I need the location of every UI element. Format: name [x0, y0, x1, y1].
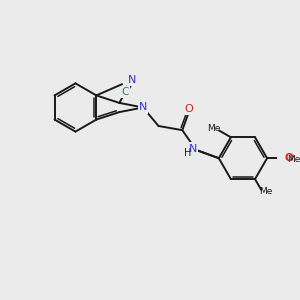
Text: Me: Me	[207, 124, 221, 133]
Text: Me: Me	[287, 155, 300, 164]
Text: N: N	[189, 144, 197, 154]
Text: C: C	[122, 87, 129, 97]
Text: H: H	[184, 148, 191, 158]
Text: N: N	[128, 75, 136, 85]
Text: N: N	[139, 103, 147, 112]
Text: O: O	[284, 153, 293, 163]
Text: Me: Me	[260, 188, 273, 196]
Text: O: O	[184, 104, 193, 114]
